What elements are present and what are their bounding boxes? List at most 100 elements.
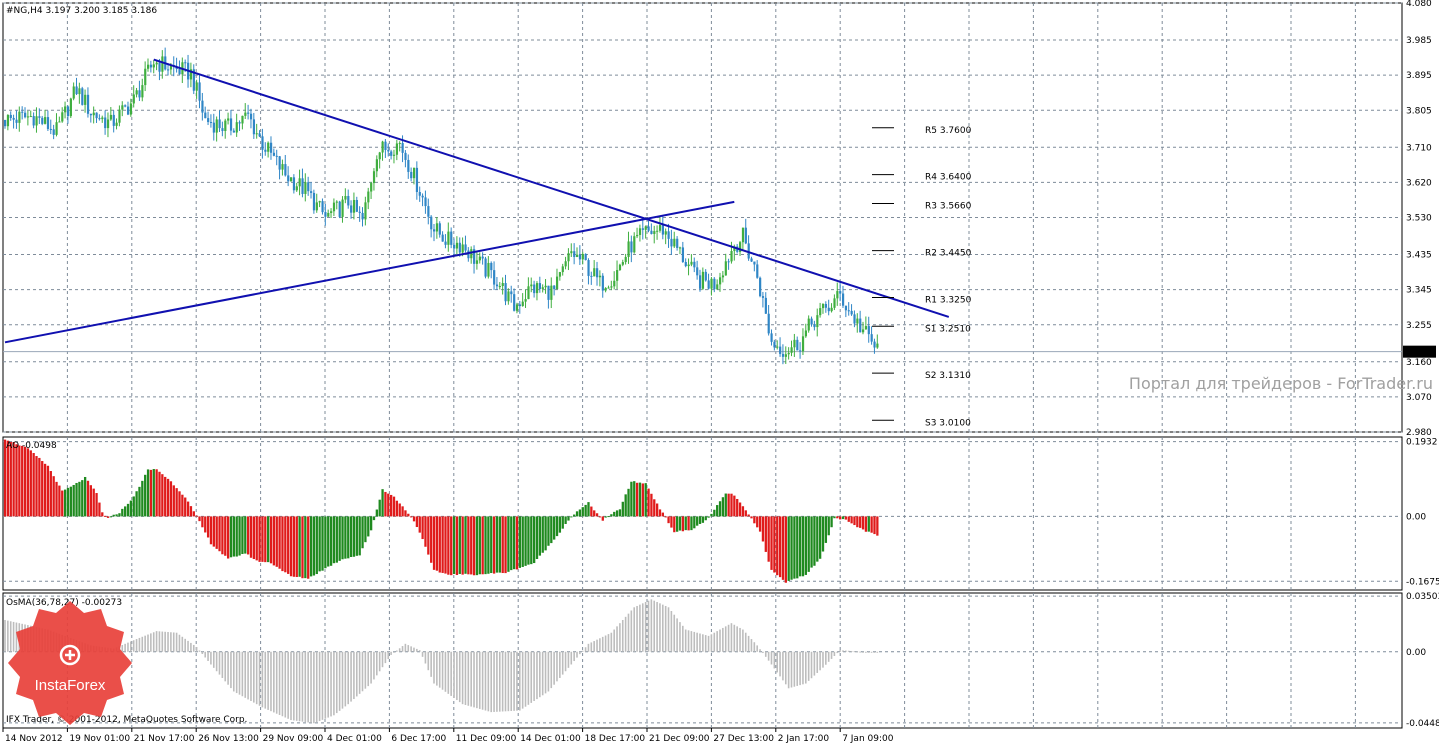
- osma-bar: [802, 651, 804, 685]
- ao-bar: [181, 494, 184, 517]
- ao-bar: [535, 516, 539, 560]
- ao-bar: [212, 516, 215, 547]
- ao-bar: [553, 516, 556, 540]
- ao-bar: [146, 469, 150, 517]
- candle-body: [684, 261, 687, 267]
- pivot-level-label: S3 3.0100: [925, 418, 971, 428]
- osma-bar: [539, 651, 541, 698]
- candle-body: [690, 261, 693, 265]
- osma-bar: [776, 651, 778, 673]
- copyright-text: IFX Trader, © 2001-2012, MetaQuotes Soft…: [6, 715, 247, 725]
- candle-body: [856, 318, 859, 324]
- candle-body: [112, 114, 115, 126]
- ao-bar: [864, 516, 868, 532]
- osma-bar: [742, 629, 744, 652]
- ao-bar: [435, 516, 439, 571]
- candle-body: [830, 307, 833, 312]
- osma-bar: [616, 626, 618, 652]
- osma-bar: [767, 651, 770, 661]
- ao-bar: [819, 516, 822, 559]
- candle-body: [741, 227, 745, 243]
- candle-body: [384, 141, 387, 150]
- ao-bar: [244, 516, 247, 554]
- osma-bar: [416, 648, 418, 652]
- ao-bar: [15, 444, 18, 517]
- osma-bar: [544, 651, 547, 694]
- osma-bar: [335, 651, 338, 714]
- candle-body: [375, 159, 378, 172]
- candle-body: [247, 112, 250, 114]
- ao-bar: [713, 509, 716, 517]
- ao-bar: [432, 516, 436, 570]
- osma-bar: [722, 627, 724, 652]
- osma-bar: [458, 651, 461, 703]
- osma-bar: [387, 651, 390, 660]
- ao-bar: [298, 516, 301, 577]
- osma-bar: [398, 648, 401, 652]
- ao-bar: [92, 488, 95, 517]
- candle-body: [381, 141, 384, 153]
- osma-bar: [496, 651, 498, 712]
- candle-body: [650, 230, 653, 234]
- ao-bar: [318, 516, 321, 572]
- candle-body: [355, 199, 358, 212]
- ao-bar: [804, 516, 807, 575]
- osma-bar: [567, 651, 570, 668]
- candle-body: [647, 226, 650, 231]
- ao-bar: [158, 471, 161, 517]
- ao-bar: [46, 465, 50, 517]
- ao-bar: [275, 516, 278, 567]
- osma-bar: [756, 645, 758, 652]
- ao-bar: [232, 516, 235, 557]
- ao-bar: [744, 510, 747, 517]
- osma-bar: [553, 651, 555, 685]
- candle-body: [129, 103, 133, 115]
- osma-bar: [736, 626, 738, 652]
- y-tick-label: 2.980: [1406, 428, 1432, 438]
- ao-bar: [718, 501, 722, 517]
- ao-bar: [206, 516, 210, 538]
- ao-bar: [52, 476, 55, 517]
- ao-bar: [861, 516, 865, 530]
- osma-bar: [510, 651, 513, 712]
- ao-bar: [121, 508, 124, 517]
- y-tick-label: 3.985: [1406, 36, 1432, 46]
- ao-bar: [329, 516, 333, 566]
- ao-bar: [558, 516, 562, 533]
- ao-bar: [152, 469, 155, 517]
- osma-bar: [713, 632, 716, 652]
- osma-bar: [559, 651, 561, 678]
- y-tick-label: 3.620: [1406, 178, 1432, 188]
- candle-body: [358, 211, 361, 213]
- ao-bar: [550, 516, 553, 544]
- osma-bar: [258, 651, 261, 706]
- osma-bar: [633, 607, 635, 652]
- ao-bar: [378, 499, 381, 517]
- candle-body: [841, 293, 845, 306]
- candle-body: [184, 62, 187, 64]
- ao-bar: [767, 516, 770, 562]
- osma-bar: [304, 651, 307, 723]
- candle-body: [218, 119, 221, 129]
- ao-bar: [172, 485, 175, 517]
- candle-body: [264, 149, 267, 152]
- ao-bar: [364, 516, 367, 543]
- candle-body: [147, 64, 150, 69]
- osma-bar: [727, 624, 730, 652]
- osma-bar: [573, 651, 575, 662]
- candle-body: [590, 275, 593, 277]
- candle-body: [364, 202, 367, 220]
- ao-bar: [807, 516, 810, 572]
- osma-bar: [201, 651, 204, 654]
- ao-bar: [309, 516, 313, 577]
- pivot-level-label: S2 3.1310: [925, 371, 971, 381]
- ao-bar: [63, 489, 67, 517]
- ao-bar: [287, 516, 290, 574]
- ao-bar: [430, 516, 433, 563]
- candle-body: [596, 268, 599, 278]
- x-tick-label: 19 Nov 01:00: [69, 734, 130, 744]
- candle-body: [862, 329, 865, 333]
- y-tick-label: 0.00: [1406, 512, 1426, 522]
- ao-bar: [281, 516, 284, 572]
- ao-bar: [761, 516, 765, 542]
